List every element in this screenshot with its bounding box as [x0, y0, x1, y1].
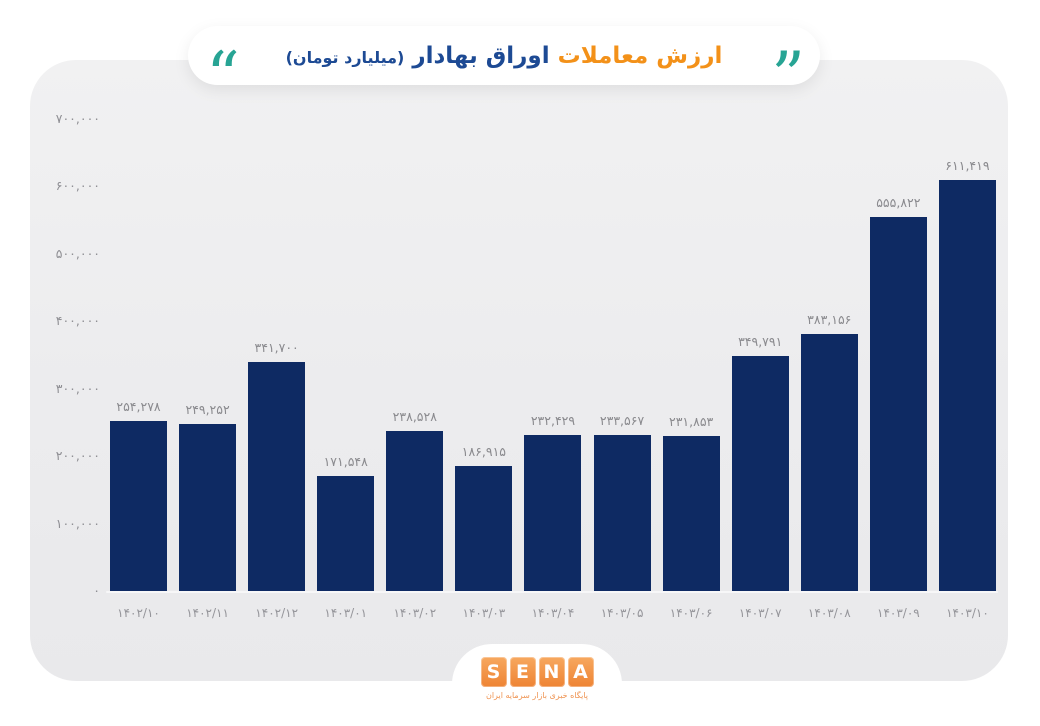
- x-tick-label: ۱۴۰۳/۰۹: [877, 606, 920, 620]
- x-tick-label: ۱۴۰۳/۰۱: [324, 606, 368, 620]
- bar-cell: ۶۱۱,۴۱۹: [938, 120, 996, 592]
- y-tick-label: ۲۰۰,۰۰۰: [55, 448, 100, 464]
- bar: [662, 435, 720, 592]
- bar-value-label: ۶۱۱,۴۱۹: [945, 157, 990, 173]
- bar-value-label: ۲۳۱,۸۵۳: [668, 413, 714, 429]
- bar: [248, 361, 306, 592]
- bar-value-label: ۱۸۶,۹۱۵: [461, 443, 507, 459]
- bar: [179, 423, 237, 592]
- x-tick-label: ۱۴۰۳/۰۷: [738, 606, 782, 620]
- bar: [317, 476, 375, 592]
- x-tick-label: ۱۴۰۳/۰۶: [669, 606, 713, 620]
- bar-cell: ۲۳۲,۴۲۹: [524, 120, 582, 592]
- bar: [386, 431, 444, 592]
- bar-cell: ۲۳۸,۵۲۸: [386, 120, 444, 592]
- bar: [731, 356, 789, 592]
- y-tick-label: ۱۰۰,۰۰۰: [55, 515, 100, 531]
- bar-cell: ۲۵۴,۲۷۸: [110, 120, 167, 592]
- x-tick-label: ۱۴۰۳/۱۰: [946, 606, 989, 620]
- chart-title: ارزش معاملات اوراق بهادار (میلیارد تومان…: [188, 26, 820, 85]
- bar-value-label: ۳۴۱,۷۰۰: [254, 339, 299, 355]
- bar: [593, 434, 651, 592]
- bar-cell: ۵۵۵,۸۲۲: [869, 120, 927, 592]
- title-rest: اوراق بهادار: [412, 42, 550, 69]
- title-unit: (میلیارد تومان): [285, 48, 405, 67]
- y-tick-label: ۵۰۰,۰۰۰: [55, 245, 100, 261]
- y-tick-label: ۶۰۰,۰۰۰: [55, 178, 100, 194]
- x-tick-label: ۱۴۰۳/۰۵: [600, 606, 644, 620]
- bar-value-label: ۲۳۳,۵۶۷: [599, 412, 645, 428]
- x-tick-label: ۱۴۰۲/۱۱: [186, 606, 229, 620]
- bar-cell: ۲۳۳,۵۶۷: [593, 120, 651, 592]
- bar-cell: ۱۷۱,۵۴۸: [317, 120, 375, 592]
- y-tick-label: ۴۰۰,۰۰۰: [55, 313, 100, 329]
- bar-cell: ۳۴۱,۷۰۰: [248, 120, 306, 592]
- y-tick-label: ۳۰۰,۰۰۰: [55, 380, 100, 396]
- bar-cell: ۱۸۶,۹۱۵: [455, 120, 513, 592]
- sena-tagline: پایگاه خبری بازار سرمایه ایران: [485, 691, 589, 700]
- y-tick-label: ۷۰۰,۰۰۰: [55, 111, 100, 126]
- x-axis-line: [106, 591, 998, 593]
- x-tick-label: ۱۴۰۲/۱۲: [255, 606, 299, 620]
- x-tick-label: ۱۴۰۲/۱۰: [117, 606, 160, 620]
- x-tick-label: ۱۴۰۳/۰۲: [393, 606, 437, 620]
- bar-value-label: ۲۴۹,۲۵۲: [185, 401, 230, 417]
- x-tick-label: ۱۴۰۳/۰۴: [531, 606, 575, 620]
- x-axis: ۱۴۰۲/۱۰ ۱۴۰۲/۱۱ ۱۴۰۲/۱۲ ۱۴۰۳/۰۱ ۱۴۰۳/۰۲ ۱۴۰۳/…: [110, 606, 996, 620]
- y-tick-label: ۰: [93, 583, 100, 598]
- bar-value-label: ۳۸۳,۱۵۶: [807, 311, 852, 327]
- bar: [800, 333, 858, 592]
- sena-logo-letter: E: [509, 657, 536, 687]
- bar: [938, 179, 996, 592]
- bar: [110, 420, 167, 592]
- bar-value-label: ۳۴۹,۷۹۱: [738, 334, 783, 350]
- bar-value-label: ۱۷۱,۵۴۸: [323, 454, 368, 470]
- x-tick-label: ۱۴۰۳/۰۳: [462, 606, 506, 620]
- sena-logo-letter: A: [567, 657, 594, 687]
- bar-value-label: ۲۳۲,۴۲۹: [530, 413, 576, 429]
- x-tick-label: ۱۴۰۳/۰۸: [807, 606, 851, 620]
- bar-cell: ۲۳۱,۸۵۳: [662, 120, 720, 592]
- open-quote-icon: “: [206, 37, 240, 115]
- close-quote-icon: ”: [771, 37, 805, 115]
- bar-cell: ۲۴۹,۲۵۲: [179, 120, 237, 592]
- bar: [455, 465, 513, 592]
- plot-area: ۲۵۴,۲۷۸ ۲۴۹,۲۵۲ ۳۴۱,۷۰۰ ۱۷۱,۵۴۸ ۲۳۸,۵۲۸ ۱۸۶,۹…: [110, 120, 996, 592]
- bar-cell: ۳۸۳,۱۵۶: [800, 120, 858, 592]
- title-highlight: ارزش معاملات: [557, 42, 723, 69]
- bar-value-label: ۵۵۵,۸۲۲: [876, 195, 921, 211]
- sena-logo-letter: N: [538, 657, 565, 687]
- sena-logo-letter: S: [480, 657, 507, 687]
- bar-cell: ۳۴۹,۷۹۱: [731, 120, 789, 592]
- chart-title-banner: “ ارزش معاملات اوراق بهادار (میلیارد توم…: [188, 26, 820, 109]
- bar-value-label: ۲۵۴,۲۷۸: [116, 398, 161, 414]
- bar: [524, 435, 582, 592]
- chart-card: ۷۰۰,۰۰۰ ۶۰۰,۰۰۰ ۵۰۰,۰۰۰ ۴۰۰,۰۰۰ ۳۰۰,۰۰۰ ۲۰۰,۰…: [30, 60, 1008, 681]
- bar-value-label: ۲۳۸,۵۲۸: [392, 409, 437, 425]
- bar: [869, 217, 927, 592]
